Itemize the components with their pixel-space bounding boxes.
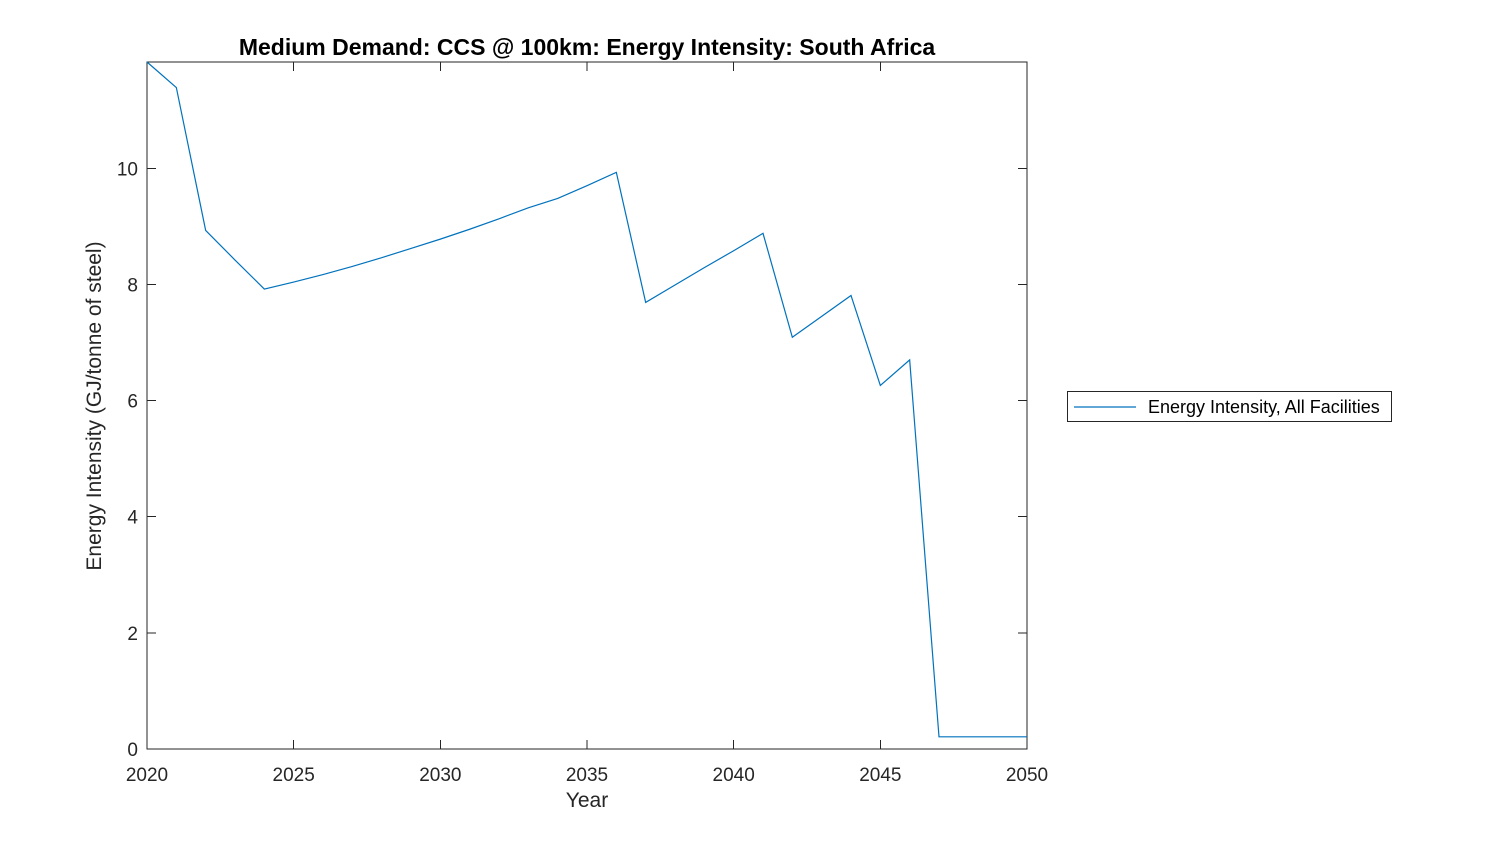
y-tick-label: 8 [127,275,138,296]
axes-frame [146,61,1028,750]
legend-line-swatch [1074,405,1136,408]
legend: Energy Intensity, All Facilities [1067,391,1392,422]
y-axis-label: Energy Intensity (GJ/tonne of steel) [83,241,106,570]
x-tick-label: 2040 [713,765,755,786]
y-tick-label: 2 [127,624,138,645]
series-line [146,61,1027,738]
axes-layer: 2020 2025 2030 2035 2040 2045 2050 0 2 4 6 8 10 [117,61,1048,786]
y-tick-label: 10 [117,159,138,180]
x-tick-label: 2045 [859,765,901,786]
y-tick-label: 0 [127,740,138,761]
x-tick-label: 2020 [126,765,168,786]
x-tick-label: 2030 [419,765,461,786]
chart-title: Medium Demand: CCS @ 100km: Energy Inten… [239,34,936,60]
series-layer [146,61,1027,738]
y-tick-label: 4 [127,508,138,529]
x-axis-label: Year [566,789,608,812]
x-tick-label: 2050 [1006,765,1048,786]
x-tick-label: 2025 [273,765,315,786]
legend-entry-label: Energy Intensity, All Facilities [1148,396,1380,417]
y-tick-label: 6 [127,392,138,413]
x-tick-label: 2035 [566,765,608,786]
